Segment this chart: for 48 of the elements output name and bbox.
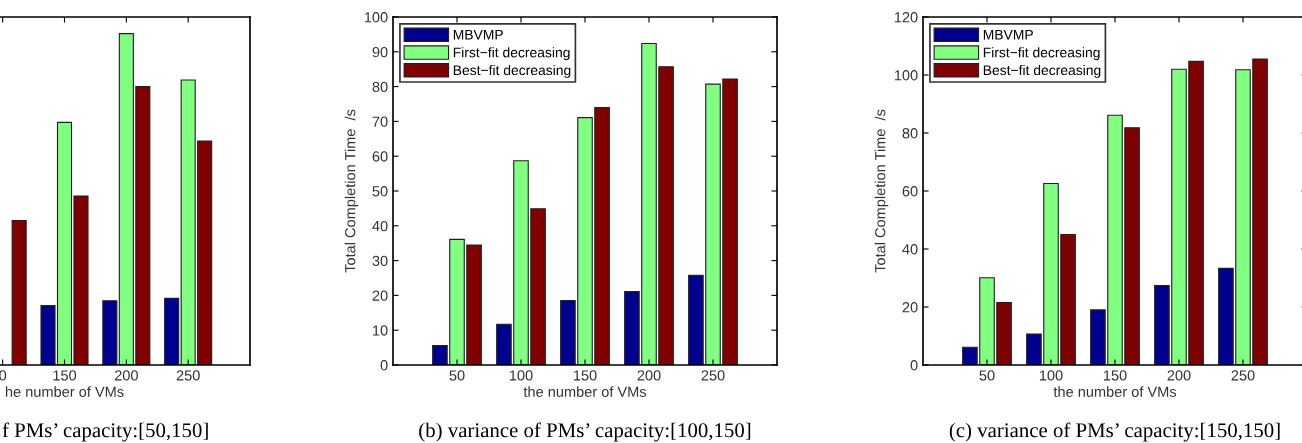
x-tick-label: 100 bbox=[509, 370, 533, 381]
x-tick-label: 100 bbox=[1039, 370, 1063, 381]
y-tick-label: 30 bbox=[372, 255, 388, 267]
y-tick-label: 20 bbox=[902, 302, 918, 313]
legend-label: Best−fit decreasing bbox=[453, 64, 571, 78]
x-axis-title: the number of VMs bbox=[523, 386, 647, 397]
y-tick-label: 40 bbox=[372, 220, 388, 232]
y-tick-label: 20 bbox=[372, 290, 388, 301]
y-tick-label: 10 bbox=[373, 325, 388, 336]
y-tick-label: 80 bbox=[902, 128, 918, 139]
legend-label: First−fit decreasing bbox=[983, 47, 1100, 61]
text: f PMs’ capacity:[50,150] bbox=[2, 422, 208, 442]
x-axis-title: the number of VMs bbox=[1053, 386, 1177, 397]
legend-label: First−fit decreasing bbox=[453, 47, 570, 61]
x-tick-label: 0 bbox=[0, 370, 7, 381]
x-tick-label: 150 bbox=[1103, 370, 1127, 381]
y-axis-title: Total Completion Time /s bbox=[874, 109, 889, 273]
x-tick-label: 150 bbox=[573, 370, 597, 381]
legend-label: MBVMP bbox=[453, 29, 503, 40]
bar bbox=[11, 219, 27, 365]
y-tick-label: 70 bbox=[372, 116, 388, 127]
y-tick-label: 80 bbox=[372, 81, 388, 93]
x-tick-label: 200 bbox=[637, 370, 661, 381]
x-tick-label: 50 bbox=[449, 370, 465, 381]
y-tick-label: 90 bbox=[372, 46, 388, 58]
x-tick-label: 150 bbox=[53, 370, 77, 381]
y-tick-label: 60 bbox=[902, 186, 918, 197]
y-tick-label: 60 bbox=[372, 151, 388, 162]
x-tick-label: 200 bbox=[1167, 370, 1191, 381]
x-tick-label: 200 bbox=[114, 370, 138, 381]
text: (c) variance of PMs’ capacity:[150,150] bbox=[949, 422, 1280, 442]
legend-label: MBVMP bbox=[983, 29, 1033, 40]
x-tick-label: 250 bbox=[1231, 370, 1255, 381]
y-tick-label: 0 bbox=[380, 360, 388, 371]
bar bbox=[164, 297, 180, 365]
y-axis-title: Total Completion Time /s bbox=[344, 109, 359, 273]
y-tick-label: 100 bbox=[364, 12, 388, 23]
x-tick-label: 250 bbox=[176, 370, 200, 381]
x-tick-label: 50 bbox=[979, 370, 995, 381]
y-tick-label: 120 bbox=[894, 12, 918, 23]
y-tick-label: 40 bbox=[902, 244, 918, 255]
y-tick-label: 0 bbox=[910, 360, 918, 371]
y-tick-label: 100 bbox=[894, 70, 918, 81]
x-axis-title: he number of VMs bbox=[5, 386, 124, 397]
y-tick-label: 50 bbox=[372, 186, 388, 197]
text: (b) variance of PMs’ capacity:[100,150] bbox=[419, 422, 751, 442]
legend-label: Best−fit decreasing bbox=[983, 64, 1101, 78]
x-tick-label: 250 bbox=[701, 370, 725, 381]
